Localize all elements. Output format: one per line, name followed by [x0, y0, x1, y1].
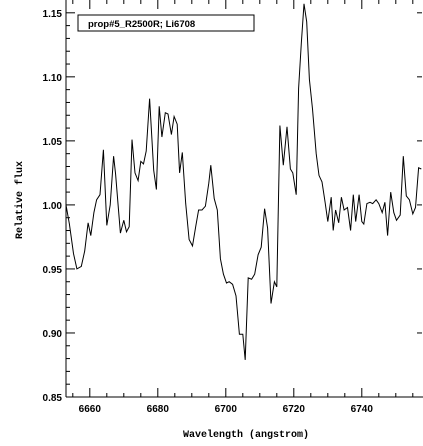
y-axis-ticks — [66, 12, 422, 398]
legend-box — [77, 14, 255, 32]
plot-frame — [65, 0, 423, 398]
x-tick-label: 6660 — [79, 404, 102, 415]
spectrum-line — [65, 3, 422, 360]
y-tick-label: 1.10 — [43, 73, 63, 84]
series-group — [65, 3, 422, 360]
y-tick-label: 1.00 — [43, 201, 63, 212]
x-tick-label: 6700 — [215, 404, 238, 415]
y-tick-label: 1.15 — [43, 9, 63, 20]
x-axis-tick-labels: 6660 6680 6700 6720 6740 — [79, 404, 374, 415]
y-tick-label: 1.05 — [43, 137, 63, 148]
legend-text: prop#5_R2500R; Li6708 — [88, 19, 195, 30]
legend: prop#5_R2500R; Li6708 — [77, 14, 255, 32]
x-axis-ticks — [72, 0, 414, 397]
y-tick-label: 0.90 — [43, 329, 63, 340]
y-tick-label: 0.95 — [43, 265, 63, 276]
x-tick-label: 6740 — [351, 404, 374, 415]
y-tick-label: 0.85 — [43, 393, 63, 404]
x-tick-label: 6720 — [283, 404, 306, 415]
y-axis-tick-labels: 0.85 0.90 0.95 1.00 1.05 1.10 1.15 — [43, 9, 63, 404]
x-tick-label: 6680 — [147, 404, 170, 415]
y-axis-title: Relative flux — [14, 161, 26, 239]
x-axis-title: Wavelength (angstrom) — [183, 429, 309, 441]
